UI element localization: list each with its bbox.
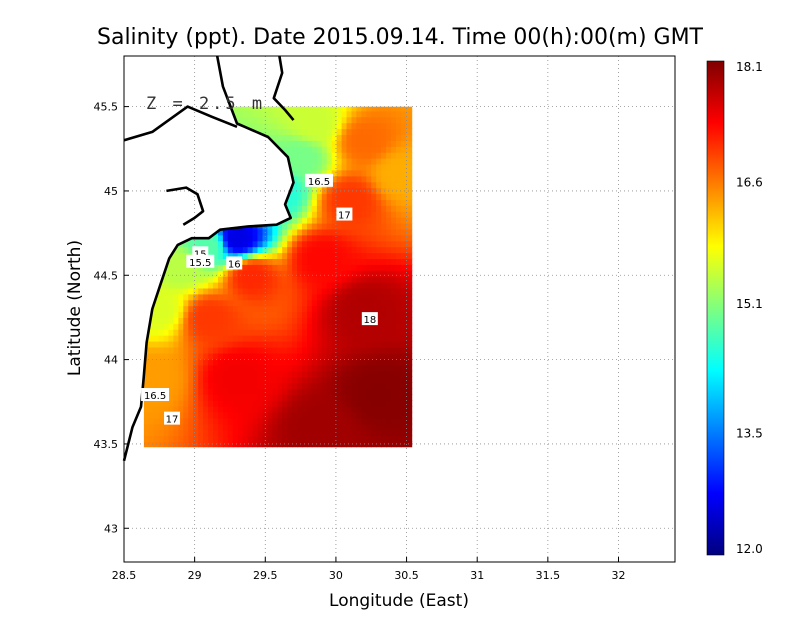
colorbar-ramp <box>706 60 725 556</box>
coastline <box>122 55 295 462</box>
contour-label-box <box>336 207 353 221</box>
grid-lines <box>124 56 675 562</box>
chart-title: Salinity (ppt). Date 2015.09.14. Time 00… <box>97 25 704 50</box>
colorbar-tick-label: 13.5 <box>736 427 763 441</box>
y-tick-label: 44.5 <box>94 269 119 282</box>
x-tick-label: 31 <box>470 569 484 582</box>
contour-label: 17 <box>166 415 179 426</box>
contour-label: 16.5 <box>308 177 330 188</box>
x-tick-label: 31.5 <box>536 569 561 582</box>
contour-label: 18 <box>363 315 376 326</box>
depth-label: Z = 2.5 m <box>146 94 265 114</box>
colorbar: 18.1 16.6 15.1 13.5 12.0 <box>706 60 763 556</box>
x-tick-label: 29.5 <box>253 569 278 582</box>
colorbar-tick-label: 18.1 <box>736 60 763 74</box>
contour-label-box <box>186 254 215 268</box>
contour-label: 15.5 <box>189 258 211 269</box>
coastline-segment <box>272 55 295 121</box>
plot-frame <box>123 55 676 563</box>
x-tick-label: 29 <box>188 569 202 582</box>
y-tick-label: 43 <box>104 522 118 535</box>
x-tick-label: 32 <box>611 569 625 582</box>
contour-label: 17 <box>338 211 351 222</box>
x-tick-label: 30.5 <box>394 569 419 582</box>
y-tick-label: 45 <box>104 185 118 198</box>
x-axis-title: Longitude (East) <box>329 591 469 611</box>
land-mask <box>124 56 294 562</box>
y-tick-label: 45.5 <box>94 101 119 114</box>
x-tick-label: 28.5 <box>112 569 137 582</box>
colorbar-tick-label: 12.0 <box>736 542 763 556</box>
colorbar-tick-label: 15.1 <box>736 297 763 311</box>
contour-label-box <box>304 173 333 187</box>
coastline-segment <box>123 105 238 142</box>
colorbar-tick-label: 16.6 <box>736 175 763 189</box>
contour-label: 16.5 <box>144 391 166 402</box>
contour-label-box <box>226 256 243 270</box>
y-tick-label: 44 <box>104 354 118 367</box>
contour-label-box <box>141 388 170 402</box>
coastline-segment <box>166 186 205 226</box>
contour-label-box <box>164 411 181 425</box>
x-tick-label: 30 <box>329 569 343 582</box>
contour-label: 16 <box>228 259 241 270</box>
contour-label-box <box>361 312 378 326</box>
map-plot-area: 16.5171515.5161816.51728.52929.53030.531… <box>94 55 676 582</box>
y-tick-label: 43.5 <box>94 438 119 451</box>
y-axis-title: Latitude (North) <box>65 240 85 376</box>
